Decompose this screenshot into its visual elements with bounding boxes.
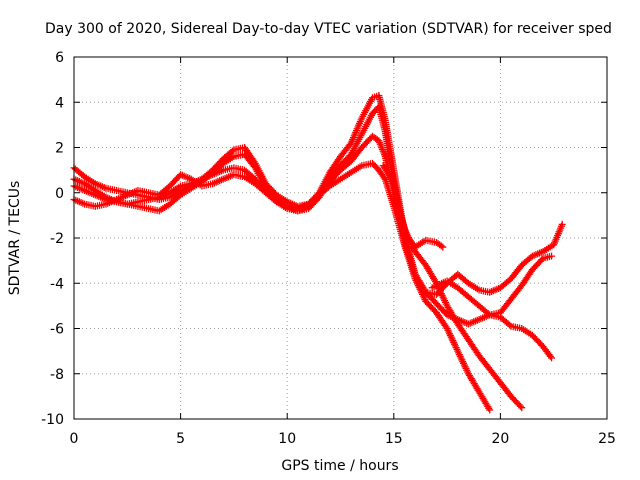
x-tick-label: 15 [385,431,403,447]
y-tick-label: -10 [41,412,64,428]
data-series-6 [428,252,556,319]
data-point [437,242,445,250]
data-point [558,220,566,228]
data-point [228,147,236,155]
x-tick-label: 10 [278,431,296,447]
y-tick-label: 4 [55,95,64,111]
data-point [546,352,554,360]
data-point [548,252,556,260]
x-tick-label: 0 [70,431,79,447]
axis-ticks: 0 5 10 15 20 25 -10 -8 -6 -4 -2 0 2 4 6 [41,50,616,447]
y-tick-label: -4 [50,276,64,292]
y-tick-label: -2 [50,231,64,247]
x-axis-label: GPS time / hours [281,458,398,474]
data-point [518,404,526,412]
data-point [389,176,397,184]
x-tick-label: 5 [176,431,185,447]
data-point [486,406,494,414]
x-tick-label: 20 [491,431,509,447]
x-tick-label: 25 [598,431,616,447]
y-axis-label: SDTVAR / TECUs [7,181,23,296]
data-markers [70,91,566,414]
data-point [439,243,447,251]
data-point [380,174,388,182]
data-point [516,402,524,410]
y-tick-label: 2 [55,141,64,157]
data-point [506,321,514,329]
y-tick-label: -6 [50,322,64,338]
data-series-5 [379,162,447,251]
y-tick-label: 6 [55,50,64,66]
data-point [548,354,556,362]
y-tick-label: 0 [55,186,64,202]
y-tick-label: -8 [50,367,64,383]
chart-title: Day 300 of 2020, Sidereal Day-to-day VTE… [45,21,612,37]
data-point [485,404,493,412]
